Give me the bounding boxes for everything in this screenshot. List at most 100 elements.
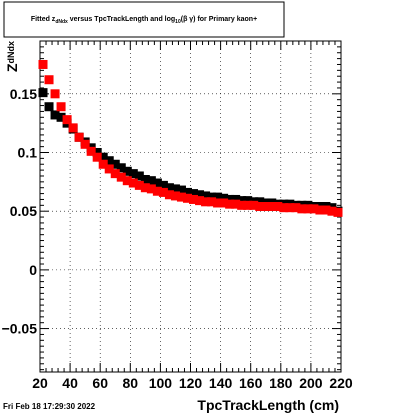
data-points [38, 59, 343, 217]
red-series-point [140, 183, 150, 193]
red-series-point [116, 172, 126, 182]
x-tick-label: 200 [299, 375, 323, 391]
red-series-point [243, 200, 253, 210]
red-series-point [309, 204, 319, 214]
black-series-point [231, 194, 241, 204]
black-series-point [170, 184, 180, 194]
black-series-point [110, 159, 120, 169]
x-tick-label: 20 [32, 375, 48, 391]
red-series-point [74, 132, 84, 142]
black-series-point [158, 180, 168, 190]
red-series-point [182, 193, 192, 203]
title-box [3, 1, 285, 38]
y-axis-title-sub: dNdx [6, 41, 16, 64]
black-series-point [255, 197, 265, 207]
red-series-point [273, 202, 283, 211]
red-series-point [164, 190, 174, 200]
red-series-point [44, 75, 54, 85]
black-series-point [237, 196, 247, 206]
red-series-point [98, 159, 108, 169]
y-axis-title-main: Z [4, 63, 20, 72]
red-series-point [267, 202, 277, 211]
red-series-point [297, 204, 307, 214]
y-tick-label: 0.15 [10, 86, 37, 102]
x-tick-label: 60 [92, 375, 108, 391]
red-series-point [261, 202, 271, 211]
black-series-point [98, 152, 108, 162]
black-series-point [140, 175, 150, 185]
black-series-point [92, 148, 102, 158]
red-series-point [201, 197, 211, 207]
black-series-point [219, 193, 229, 203]
black-series-point [104, 156, 114, 166]
y-tick-label: 0.1 [18, 145, 38, 161]
red-series-point [50, 89, 60, 99]
red-series-point [158, 187, 168, 197]
red-series-point [134, 180, 144, 190]
x-tick-label: 220 [329, 375, 353, 391]
red-series-point [237, 200, 247, 210]
black-series-point [182, 187, 192, 197]
red-series-point [279, 203, 289, 213]
x-tick-label: 140 [209, 375, 233, 391]
red-series-point [189, 194, 199, 204]
red-series-point [170, 191, 180, 201]
title-suffix: (β γ) for Primary kaon+ [181, 16, 257, 23]
black-series-point [56, 112, 66, 122]
x-tick-label: 40 [62, 375, 78, 391]
x-tick-label: 120 [179, 375, 203, 391]
y-tick-label: 0 [29, 262, 37, 278]
title-middle: versus TpcTrackLength and log [68, 16, 175, 23]
red-series-point [104, 164, 114, 174]
red-series-point [195, 196, 205, 206]
red-series-point [255, 202, 265, 211]
black-series-point [146, 176, 156, 186]
red-series-point [56, 102, 66, 112]
x-tick-label: 80 [123, 375, 139, 391]
footer-timestamp: Fri Feb 18 17:29:30 2022 [3, 402, 96, 411]
red-series-point [122, 176, 132, 186]
title-sub-dndx: dNdx [55, 19, 68, 25]
black-series-point [243, 196, 253, 206]
red-series-point [152, 186, 162, 196]
y-tick-labels: −0.05 0 0.05 0.1 0.15 [2, 86, 38, 337]
black-series-point [134, 171, 144, 181]
x-tick-label: 160 [239, 375, 263, 391]
black-series-point [50, 110, 60, 120]
red-series-point [213, 198, 223, 208]
red-series-point [68, 123, 78, 133]
red-series-point [327, 206, 337, 216]
black-series-point [44, 102, 54, 112]
red-series-point [321, 205, 331, 215]
red-series-point [38, 59, 48, 69]
x-axis-title: TpcTrackLength (cm) [197, 397, 339, 413]
black-series-point [201, 191, 211, 201]
title-sub-10: 10 [175, 19, 181, 25]
x-tick-label: 180 [269, 375, 293, 391]
x-tick-label: 100 [149, 375, 173, 391]
y-axis-title: ZdNdx [4, 41, 20, 72]
y-tick-label: 0.05 [10, 203, 37, 219]
red-series-point [62, 115, 72, 125]
black-series-point [116, 163, 126, 173]
black-series-point [213, 192, 223, 202]
black-series-point [176, 185, 186, 195]
red-series-point [86, 146, 96, 156]
black-series-point [128, 169, 138, 179]
red-series-point [92, 152, 102, 162]
red-series-point [249, 200, 259, 210]
black-series-point [225, 194, 235, 204]
black-series-point [189, 189, 199, 199]
red-series-point [207, 197, 217, 207]
red-series-point [285, 203, 295, 213]
red-series-point [176, 192, 186, 202]
black-series-point [164, 183, 174, 193]
title-prefix: Fitted z [31, 16, 56, 23]
red-series-point [291, 203, 301, 213]
x-tick-labels: 20 40 60 80 100 120 140 160 180 200 220 [32, 375, 353, 391]
chart-title: Fitted zdNdx versus TpcTrackLength and l… [31, 16, 257, 25]
red-series-point [128, 178, 138, 188]
red-series-point [333, 207, 343, 217]
axis-ticks [39, 40, 342, 372]
